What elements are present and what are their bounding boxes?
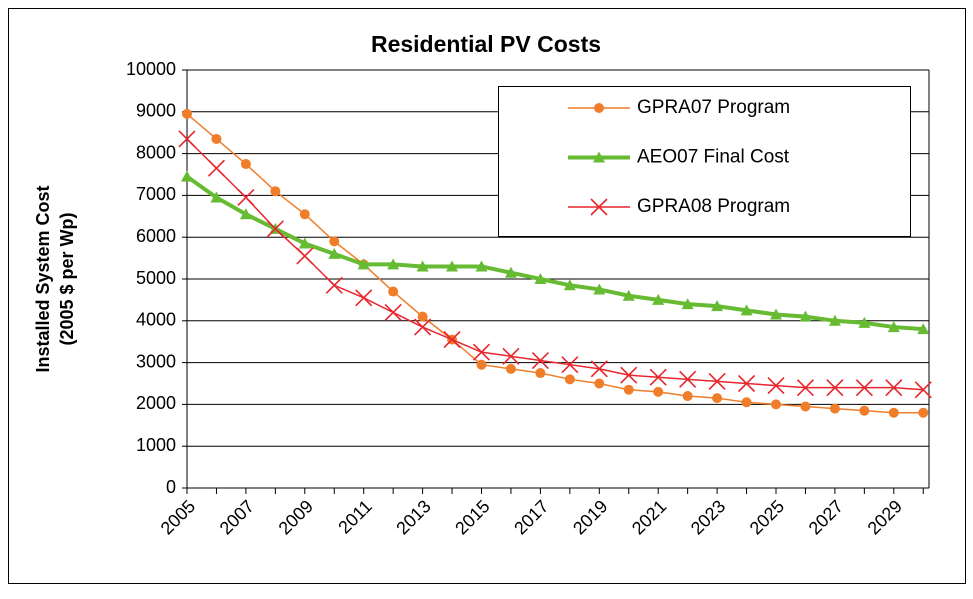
y-tick-label: 7000 <box>136 184 176 204</box>
marker <box>239 208 252 220</box>
marker <box>828 314 841 326</box>
marker <box>800 401 811 412</box>
legend-box <box>498 86 911 237</box>
y-tick-label: 10000 <box>126 59 176 79</box>
marker <box>534 273 547 284</box>
marker <box>563 279 576 291</box>
marker <box>914 381 932 399</box>
marker <box>299 209 310 220</box>
marker <box>888 407 899 418</box>
marker <box>712 393 723 404</box>
marker <box>207 159 226 177</box>
chart-title: Residential PV Costs <box>371 31 601 57</box>
marker <box>416 260 429 272</box>
legend-marker <box>593 151 605 163</box>
marker <box>829 403 840 414</box>
marker <box>211 133 222 144</box>
marker <box>652 293 665 305</box>
marker <box>620 366 638 384</box>
marker <box>826 379 844 397</box>
marker <box>178 130 196 148</box>
marker <box>740 304 753 316</box>
marker <box>325 276 343 294</box>
marker <box>594 378 605 389</box>
y-tick-label: 2000 <box>136 393 176 413</box>
marker <box>417 311 428 322</box>
marker <box>711 300 724 312</box>
marker <box>858 316 871 328</box>
marker <box>682 391 693 402</box>
y-tick-label: 6000 <box>136 226 176 246</box>
marker <box>476 359 487 370</box>
marker <box>653 386 664 397</box>
marker <box>328 247 341 259</box>
marker <box>504 266 517 278</box>
marker <box>270 186 281 197</box>
y-tick-label: 4000 <box>136 310 176 330</box>
marker <box>210 191 223 203</box>
marker <box>771 399 781 410</box>
marker <box>384 303 402 322</box>
marker <box>502 347 520 365</box>
marker <box>182 108 192 119</box>
marker <box>679 370 697 388</box>
marker <box>505 363 516 374</box>
marker <box>329 236 340 247</box>
marker <box>446 260 459 272</box>
marker <box>266 220 284 238</box>
marker <box>237 188 255 207</box>
marker <box>240 159 251 170</box>
marker <box>681 298 694 310</box>
marker <box>387 258 400 270</box>
y-axis-label: (2005 $ per Wp) <box>57 212 77 345</box>
marker <box>885 379 903 397</box>
y-tick-label: 5000 <box>136 268 176 288</box>
legend-marker <box>590 198 608 216</box>
y-tick-label: 3000 <box>136 351 176 371</box>
marker <box>535 368 546 379</box>
marker <box>531 351 549 370</box>
marker <box>296 247 314 265</box>
legend-label: GPRA08 Program <box>637 196 790 217</box>
legend-label: GPRA07 Program <box>637 97 790 118</box>
marker <box>855 379 873 397</box>
marker <box>475 260 488 272</box>
marker <box>590 360 608 378</box>
marker <box>443 331 461 349</box>
marker <box>796 379 815 397</box>
marker <box>887 321 900 333</box>
marker <box>917 323 930 335</box>
marker <box>357 258 370 270</box>
y-axis-label: Installed System Cost <box>33 185 53 372</box>
y-tick-label: 9000 <box>136 101 176 121</box>
marker <box>708 372 726 390</box>
marker <box>741 397 752 408</box>
legend-marker <box>594 103 604 113</box>
marker <box>770 308 782 320</box>
legend-label: AEO07 Final Cost <box>637 147 790 168</box>
marker <box>799 310 812 322</box>
y-tick-label: 1000 <box>136 435 176 455</box>
marker <box>623 384 634 395</box>
series-line <box>185 174 924 332</box>
y-tick-label: 8000 <box>136 142 176 162</box>
marker <box>355 289 373 307</box>
marker <box>622 289 635 301</box>
marker <box>298 237 311 249</box>
marker <box>388 286 399 297</box>
marker <box>918 407 929 418</box>
marker <box>767 377 785 395</box>
marker <box>181 170 193 182</box>
marker <box>649 368 667 386</box>
y-tick-label: 0 <box>166 477 176 497</box>
marker <box>859 405 870 416</box>
marker <box>561 356 579 374</box>
marker <box>472 343 491 361</box>
marker <box>737 374 756 393</box>
marker <box>564 374 575 385</box>
marker <box>593 283 606 295</box>
marker <box>414 318 432 336</box>
